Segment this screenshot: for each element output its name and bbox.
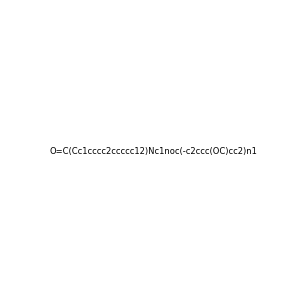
- Text: O=C(Cc1cccc2ccccc12)Nc1noc(-c2ccc(OC)cc2)n1: O=C(Cc1cccc2ccccc12)Nc1noc(-c2ccc(OC)cc2…: [50, 147, 258, 156]
